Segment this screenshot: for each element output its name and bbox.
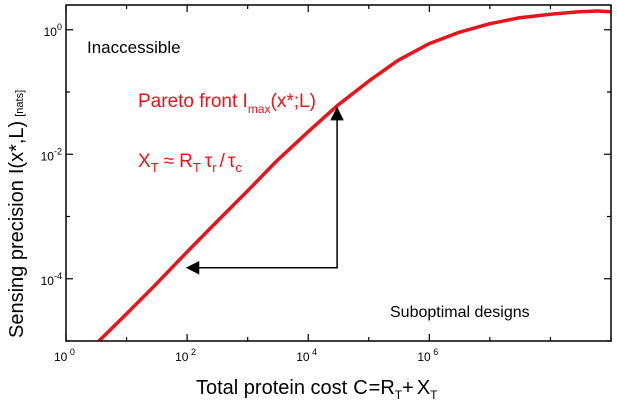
relation-label: XT ≈ RT τr / τc [138,151,242,175]
y-tick-label: 100 [44,22,62,39]
x-label-b-sub: T [430,388,438,402]
x-label-prefix: Total protein cost [196,377,348,399]
y-label-main: Sensing precision [6,180,28,338]
y-axis-label: Sensing precision I(x*,L) [nats] [6,90,28,338]
design-path-arrow [185,106,344,275]
x-axis-ticks: 10 0 10 2 10 4 10 6 [54,5,612,364]
x-label-lhs: C [353,377,367,399]
x-label-a-sub: T [395,388,403,402]
pareto-prefix: Pareto front I [138,91,248,112]
x-label-eq: = [369,377,381,399]
x-label-a: R [380,377,394,399]
plot-area [97,9,611,341]
x-tick-label: 10 6 [417,347,438,364]
y-axis-ticks: 10-4 10-2 100 [41,22,611,342]
y-label-symbol: I(x*,L) [6,121,28,174]
x-axis-label: Total protein cost C=RT+ XT [196,377,438,402]
relation-tau2-sub: c [235,160,242,175]
y-label-units: [nats] [14,90,26,117]
relation-slash: / [220,151,226,172]
x-tick-label: 10 0 [54,347,75,364]
relation-approx: ≈ [164,151,174,172]
pareto-front-label: Pareto front Imax(x*;L) [138,91,316,116]
x-tick-label: 10 4 [296,347,317,364]
plot-frame [65,4,612,342]
relation-r-sub: T [193,160,201,175]
suboptimal-label: Suboptimal designs [390,304,530,321]
relation-tau2: τ [228,151,236,172]
y-tick-label: 10-4 [41,271,62,288]
y-tick-label: 10-2 [41,146,62,163]
x-label-plus: + [402,377,414,399]
relation-lhs: X [138,151,151,172]
relation-tau1: τ [205,151,213,172]
pareto-suffix: (x*;L) [271,91,316,112]
relation-lhs-sub: T [151,160,159,175]
x-label-b: X [417,377,430,399]
pareto-front-line [97,9,611,341]
x-tick-label: 10 2 [175,347,196,364]
relation-tau1-sub: r [212,160,217,175]
inaccessible-label: Inaccessible [87,38,181,57]
relation-r: R [179,151,193,172]
pareto-sub: max [248,102,271,116]
